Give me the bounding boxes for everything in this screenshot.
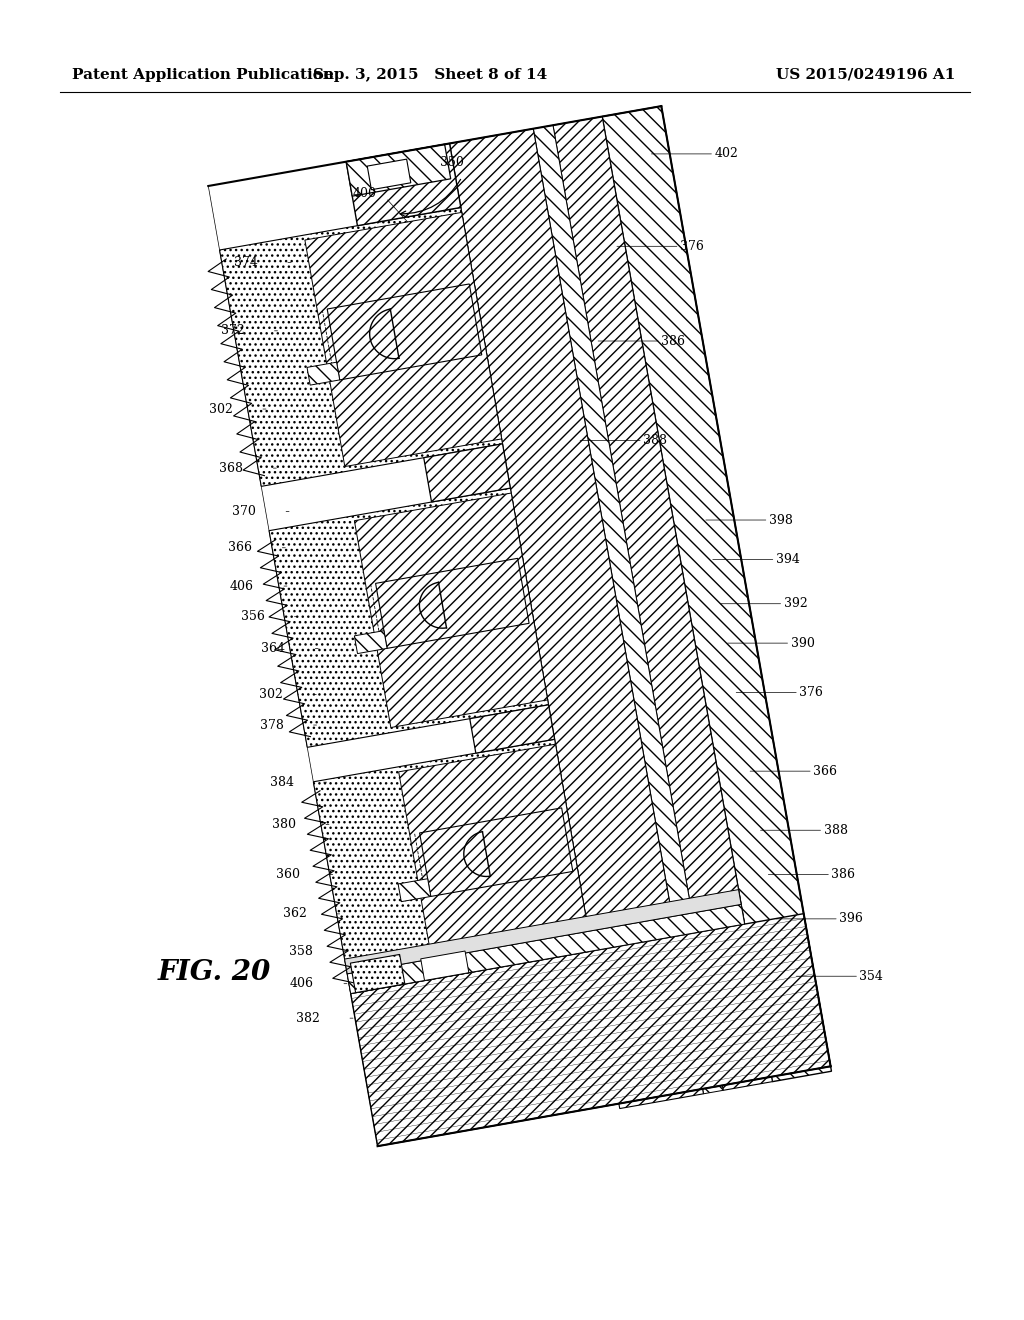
Polygon shape <box>354 494 548 727</box>
Text: 386: 386 <box>662 334 685 347</box>
Text: 388: 388 <box>643 434 667 447</box>
Text: 366: 366 <box>228 541 252 554</box>
Text: 388: 388 <box>823 824 848 837</box>
Text: US 2015/0249196 A1: US 2015/0249196 A1 <box>775 69 955 82</box>
Text: 384: 384 <box>269 776 294 788</box>
Text: 358: 358 <box>290 945 313 958</box>
Polygon shape <box>368 160 411 190</box>
Text: 368: 368 <box>219 462 244 475</box>
Polygon shape <box>346 144 451 197</box>
Text: Patent Application Publication: Patent Application Publication <box>72 69 334 82</box>
Text: 390: 390 <box>791 636 814 649</box>
Text: 376: 376 <box>799 686 823 698</box>
Text: 398: 398 <box>769 513 793 527</box>
Polygon shape <box>350 913 830 1146</box>
Text: 382: 382 <box>296 1011 321 1024</box>
Polygon shape <box>602 106 831 1081</box>
Text: 366: 366 <box>813 764 837 777</box>
Polygon shape <box>424 444 510 502</box>
Text: 380: 380 <box>272 818 296 830</box>
Polygon shape <box>305 213 502 466</box>
Polygon shape <box>269 488 549 747</box>
Polygon shape <box>345 890 741 974</box>
Text: 350: 350 <box>440 157 464 169</box>
Polygon shape <box>398 879 431 902</box>
Text: 400: 400 <box>352 187 377 201</box>
Polygon shape <box>354 631 387 653</box>
Text: 302: 302 <box>259 688 284 701</box>
Polygon shape <box>350 954 404 993</box>
Polygon shape <box>553 116 772 1090</box>
Text: Sep. 3, 2015   Sheet 8 of 14: Sep. 3, 2015 Sheet 8 of 14 <box>313 69 547 82</box>
Text: 362: 362 <box>283 907 307 920</box>
Polygon shape <box>347 904 744 994</box>
Polygon shape <box>420 808 572 896</box>
Text: 378: 378 <box>260 718 284 731</box>
Text: 360: 360 <box>275 869 300 880</box>
Text: FIG. 20: FIG. 20 <box>158 958 271 986</box>
Polygon shape <box>398 744 591 974</box>
Polygon shape <box>313 739 592 994</box>
Text: 394: 394 <box>776 553 800 566</box>
Text: 376: 376 <box>680 240 703 253</box>
Polygon shape <box>421 950 469 981</box>
Text: 302: 302 <box>209 403 232 416</box>
Polygon shape <box>376 558 529 648</box>
Text: 386: 386 <box>831 869 855 880</box>
Text: 372: 372 <box>221 325 245 338</box>
Text: 392: 392 <box>783 597 807 610</box>
Text: 402: 402 <box>715 148 738 161</box>
Polygon shape <box>346 144 461 226</box>
Text: 374: 374 <box>233 256 258 269</box>
Polygon shape <box>450 128 703 1109</box>
Text: 356: 356 <box>241 610 264 623</box>
Text: 354: 354 <box>859 970 884 982</box>
Text: 406: 406 <box>290 977 314 990</box>
Text: 370: 370 <box>232 506 256 517</box>
Text: 396: 396 <box>839 912 863 925</box>
Text: 406: 406 <box>230 579 254 593</box>
Polygon shape <box>470 705 555 754</box>
Polygon shape <box>307 362 340 385</box>
Text: 364: 364 <box>261 642 286 655</box>
Polygon shape <box>219 207 503 486</box>
Polygon shape <box>534 125 723 1094</box>
Polygon shape <box>328 284 481 380</box>
